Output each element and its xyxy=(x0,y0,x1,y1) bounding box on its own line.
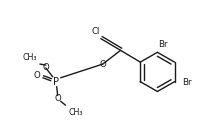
Text: CH₃: CH₃ xyxy=(23,53,37,62)
Text: O: O xyxy=(42,64,49,72)
Text: O: O xyxy=(34,71,40,80)
Text: O: O xyxy=(99,59,106,69)
Text: O: O xyxy=(54,94,61,103)
Text: Br: Br xyxy=(158,40,168,49)
Text: CH₃: CH₃ xyxy=(68,108,83,117)
Text: Cl: Cl xyxy=(92,27,100,36)
Text: Br: Br xyxy=(182,78,192,87)
Text: P: P xyxy=(53,77,59,87)
